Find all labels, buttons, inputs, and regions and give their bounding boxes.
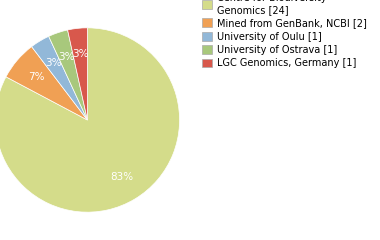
Wedge shape (6, 47, 87, 120)
Legend: Centre for Biodiversity
Genomics [24], Mined from GenBank, NCBI [2], University : Centre for Biodiversity Genomics [24], M… (201, 0, 369, 70)
Text: 3%: 3% (58, 52, 74, 62)
Text: 83%: 83% (110, 172, 133, 182)
Text: 3%: 3% (72, 49, 89, 59)
Wedge shape (49, 30, 87, 120)
Wedge shape (0, 28, 180, 212)
Text: 3%: 3% (45, 58, 62, 68)
Wedge shape (68, 28, 87, 120)
Wedge shape (32, 36, 87, 120)
Text: 7%: 7% (28, 72, 45, 82)
